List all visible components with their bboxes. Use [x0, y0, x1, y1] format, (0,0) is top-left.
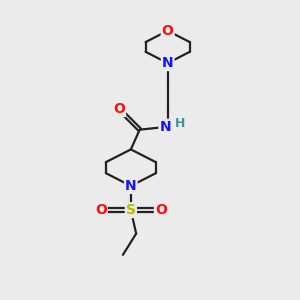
Text: S: S — [126, 203, 136, 217]
Text: O: O — [155, 203, 167, 217]
Text: N: N — [125, 179, 137, 193]
Text: O: O — [113, 102, 125, 116]
Text: N: N — [160, 120, 171, 134]
Text: H: H — [175, 117, 185, 130]
Text: O: O — [162, 24, 174, 38]
Text: N: N — [162, 56, 173, 70]
Text: O: O — [95, 203, 107, 217]
